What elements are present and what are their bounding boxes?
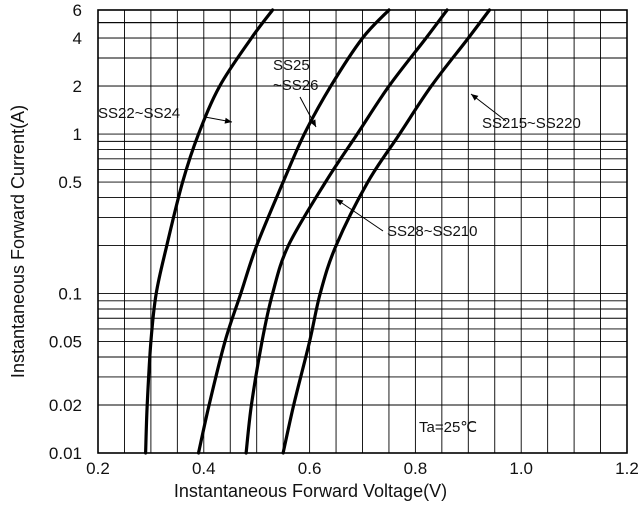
grid-minor-lines — [123, 10, 601, 453]
series-label-3: SS215~SS220 — [482, 115, 581, 132]
y-tick-label: 1 — [73, 125, 82, 144]
x-tick-label: 0.4 — [192, 459, 216, 478]
series-curve-0 — [144, 8, 275, 455]
series-leader-arrow-3 — [471, 94, 479, 101]
series-curve-2 — [244, 8, 449, 455]
series-label-2: SS28~SS210 — [387, 223, 478, 240]
series-leader-arrow-0 — [224, 117, 232, 124]
series-leader-arrow-2 — [336, 199, 344, 206]
series-curves — [144, 8, 492, 455]
x-tick-label: 0.6 — [298, 459, 322, 478]
x-tick-label: 1.2 — [615, 459, 639, 478]
ambient-temperature-note: Ta=25℃ — [419, 419, 477, 436]
series-curve-1 — [196, 8, 391, 455]
series-label-1: SS25 ~SS26 — [273, 57, 318, 94]
x-tick-label: 1.0 — [509, 459, 533, 478]
y-tick-label: 4 — [73, 29, 82, 48]
y-tick-label: 0.05 — [49, 333, 82, 352]
series-curve-3 — [281, 8, 492, 455]
y-axis-tick-labels: 0.01 0.02 0.05 0.1 0.5 1 2 4 6 — [49, 1, 82, 463]
series-leader-arrow-1 — [310, 119, 316, 127]
x-axis-title: Instantaneous Forward Voltage(V) — [174, 481, 447, 501]
x-tick-label: 0.8 — [404, 459, 428, 478]
y-tick-label: 2 — [73, 77, 82, 96]
y-tick-label: 0.02 — [49, 396, 82, 415]
series-leader-line-2 — [335, 198, 384, 232]
series-leader-line-3 — [470, 93, 507, 122]
y-axis-title: Instantaneous Forward Current(A) — [8, 105, 28, 378]
grid-major-lines — [98, 22, 627, 406]
plot-frame — [97, 9, 628, 454]
series-labels: SS22~SS24 SS25 ~SS26 SS28~SS210 SS215~SS220 — [98, 57, 581, 240]
y-tick-label: 0.5 — [58, 173, 82, 192]
series-label-0: SS22~SS24 — [98, 105, 180, 122]
y-tick-label: 6 — [73, 1, 82, 20]
x-tick-label: 0.2 — [86, 459, 110, 478]
x-axis-tick-labels: 0.2 0.4 0.6 0.8 1.0 1.2 — [86, 459, 639, 478]
y-tick-label: 0.01 — [49, 444, 82, 463]
y-tick-label: 0.1 — [58, 285, 82, 304]
